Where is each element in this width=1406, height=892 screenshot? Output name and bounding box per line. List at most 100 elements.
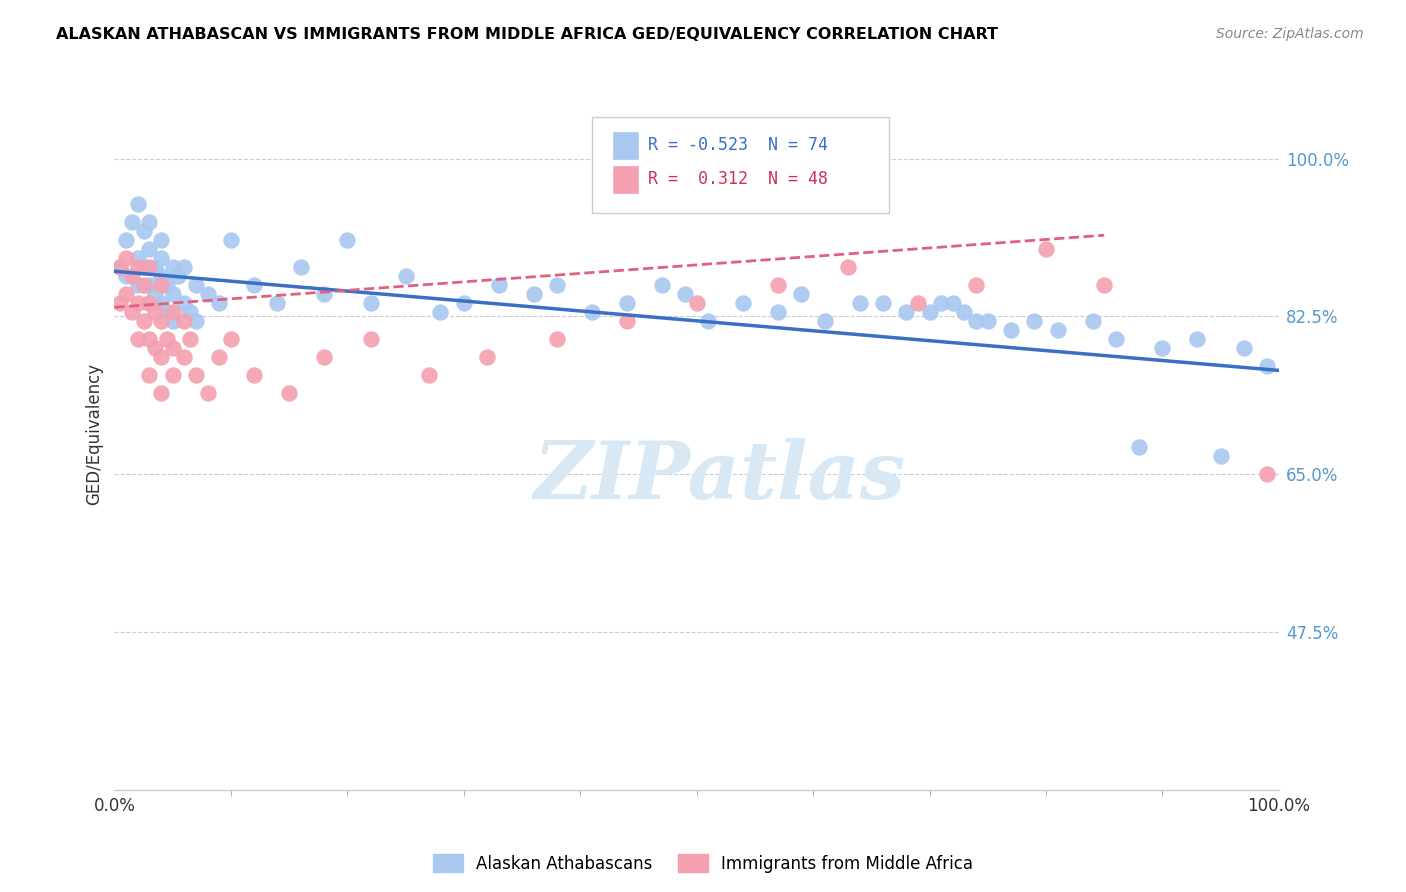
Point	[127, 295, 149, 310]
Point	[110, 260, 132, 274]
Point	[162, 341, 184, 355]
Point	[138, 242, 160, 256]
Point	[162, 305, 184, 319]
Point	[418, 368, 440, 382]
Point	[132, 224, 155, 238]
Point	[243, 368, 266, 382]
Point	[581, 305, 603, 319]
Text: ZIPatlas: ZIPatlas	[534, 437, 905, 515]
Point	[360, 332, 382, 346]
Point	[1000, 323, 1022, 337]
Point	[290, 260, 312, 274]
Point	[360, 295, 382, 310]
Point	[872, 295, 894, 310]
Point	[848, 295, 870, 310]
Point	[150, 386, 173, 401]
Point	[475, 350, 498, 364]
Point	[127, 196, 149, 211]
Point	[150, 295, 173, 310]
Point	[766, 305, 789, 319]
Point	[616, 295, 638, 310]
Point	[977, 314, 1000, 328]
Text: ALASKAN ATHABASCAN VS IMMIGRANTS FROM MIDDLE AFRICA GED/EQUIVALENCY CORRELATION : ALASKAN ATHABASCAN VS IMMIGRANTS FROM MI…	[56, 27, 998, 42]
Point	[173, 295, 195, 310]
Point	[179, 332, 201, 346]
Point	[150, 268, 173, 283]
Point	[127, 251, 149, 265]
Point	[110, 295, 132, 310]
Point	[1035, 242, 1057, 256]
Point	[150, 251, 173, 265]
Point	[266, 295, 288, 310]
Bar	[613, 131, 638, 159]
Point	[1092, 277, 1115, 292]
Point	[219, 332, 242, 346]
Point	[312, 350, 335, 364]
Point	[138, 215, 160, 229]
Point	[173, 350, 195, 364]
Text: R = -0.523  N = 74: R = -0.523 N = 74	[648, 136, 828, 154]
Bar	[613, 166, 638, 193]
Point	[173, 260, 195, 274]
Point	[150, 314, 173, 328]
Point	[150, 233, 173, 247]
Point	[929, 295, 952, 310]
Point	[953, 305, 976, 319]
Point	[488, 277, 510, 292]
Point	[110, 260, 132, 274]
Point	[115, 251, 138, 265]
Point	[197, 386, 219, 401]
Point	[336, 233, 359, 247]
Point	[1105, 332, 1128, 346]
Point	[1152, 341, 1174, 355]
Point	[162, 368, 184, 382]
Point	[651, 277, 673, 292]
Y-axis label: GED/Equivalency: GED/Equivalency	[86, 362, 103, 505]
Point	[184, 368, 207, 382]
Point	[184, 314, 207, 328]
Point	[143, 260, 166, 274]
Point	[965, 277, 987, 292]
Point	[127, 332, 149, 346]
Point	[942, 295, 965, 310]
Point	[243, 277, 266, 292]
Point	[1046, 323, 1069, 337]
Point	[115, 233, 138, 247]
Point	[156, 277, 179, 292]
Point	[896, 305, 918, 319]
Point	[167, 268, 190, 283]
Point	[121, 268, 143, 283]
Point	[394, 268, 416, 283]
Point	[150, 277, 173, 292]
Point	[208, 350, 231, 364]
Point	[138, 368, 160, 382]
Point	[965, 314, 987, 328]
Point	[197, 286, 219, 301]
Point	[162, 260, 184, 274]
Point	[121, 215, 143, 229]
Point	[1256, 467, 1278, 481]
Point	[429, 305, 451, 319]
Point	[127, 260, 149, 274]
Point	[733, 295, 755, 310]
Point	[150, 350, 173, 364]
Point	[523, 286, 546, 301]
Point	[616, 314, 638, 328]
Point	[173, 314, 195, 328]
Point	[115, 286, 138, 301]
Point	[138, 295, 160, 310]
Point	[219, 233, 242, 247]
Point	[1233, 341, 1256, 355]
Point	[814, 314, 837, 328]
Point	[697, 314, 720, 328]
Point	[546, 332, 568, 346]
Text: Source: ZipAtlas.com: Source: ZipAtlas.com	[1216, 27, 1364, 41]
Point	[685, 295, 707, 310]
Point	[127, 277, 149, 292]
Point	[1256, 359, 1278, 373]
Point	[162, 286, 184, 301]
Point	[1024, 314, 1046, 328]
Point	[138, 277, 160, 292]
Point	[132, 277, 155, 292]
Point	[208, 295, 231, 310]
